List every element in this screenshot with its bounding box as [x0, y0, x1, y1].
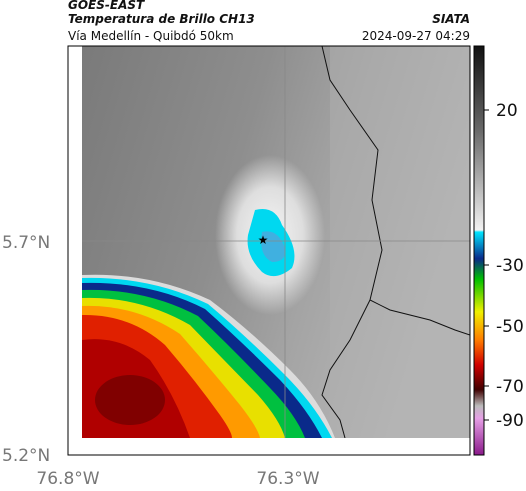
colorbar-ticks: 20 -30 -50 -70 -90 [484, 101, 524, 431]
colorbar-label: 20 [496, 101, 518, 121]
lat-label: 5.7°N [2, 233, 50, 253]
colorbar [473, 45, 485, 456]
agency: SIATA [432, 12, 470, 26]
colorbar-label: -70 [496, 377, 524, 397]
colorbar-label: -90 [496, 411, 524, 431]
lat-label: 5.2°N [2, 446, 50, 466]
datetime: 2024-09-27 04:29 [362, 29, 470, 43]
colorbar-label: -50 [496, 317, 524, 337]
lon-label: 76.8°W [36, 469, 99, 489]
colorbar-label: -30 [496, 256, 524, 276]
svg-text:★: ★ [258, 233, 269, 247]
source: GOES-EAST [68, 0, 145, 12]
title: Temperatura de Brillo CH13 [68, 12, 255, 26]
route: Vía Medellín - Quibdó 50km [68, 29, 234, 43]
map-frame [67, 45, 471, 456]
lon-label: 76.3°W [256, 469, 319, 489]
satellite-image: ★ [82, 46, 470, 438]
